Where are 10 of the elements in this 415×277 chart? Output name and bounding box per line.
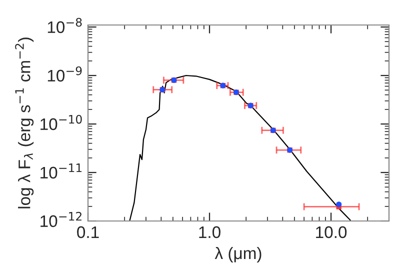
x-tick-label: 0.1 bbox=[77, 226, 99, 238]
y-tick-label: 10$^{−11}$ bbox=[40, 164, 82, 179]
y-tick-label: 10$^{−9}$ bbox=[48, 66, 82, 82]
x-tick-label: 1.0 bbox=[199, 226, 220, 238]
y-tick-label: 10$^{−10}$ bbox=[40, 114, 82, 130]
y-tick-label: 10$^{−12}$ bbox=[40, 212, 82, 228]
y-tick-label: 10$^{−8}$ bbox=[48, 18, 82, 34]
x-axis-title: λ (μm) bbox=[214, 246, 262, 262]
x-tick-label: 10.0 bbox=[316, 226, 347, 238]
y-axis-title: log λ F$_{λ}$ (erg s$^{−1}$ cm$^{−2}$) bbox=[15, 38, 34, 208]
